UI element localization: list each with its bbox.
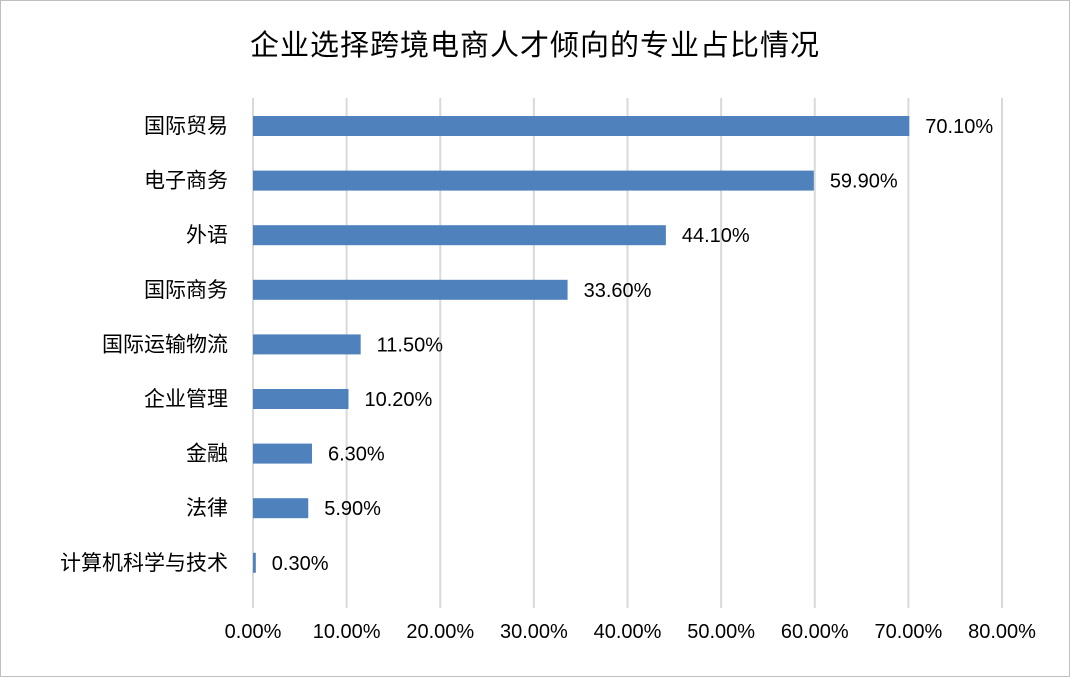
bar bbox=[253, 389, 349, 409]
x-tick-label: 60.00% bbox=[781, 621, 849, 643]
x-tick-label: 80.00% bbox=[968, 621, 1036, 643]
data-label: 6.30% bbox=[328, 444, 385, 466]
data-label: 0.30% bbox=[272, 553, 329, 575]
bar bbox=[253, 334, 361, 355]
category-label: 国际商务 bbox=[144, 278, 228, 302]
x-tick-label: 70.00% bbox=[874, 621, 942, 643]
x-tick-label: 0.00% bbox=[225, 621, 282, 643]
bar bbox=[253, 225, 666, 246]
bars bbox=[253, 116, 910, 573]
category-label: 国际贸易 bbox=[144, 114, 228, 138]
category-label: 金融 bbox=[186, 442, 228, 466]
category-label: 国际运输物流 bbox=[102, 332, 228, 356]
category-label: 企业管理 bbox=[144, 387, 228, 411]
x-tick-label: 20.00% bbox=[406, 621, 474, 643]
bar bbox=[253, 170, 814, 191]
data-label: 33.60% bbox=[584, 280, 652, 302]
x-tick-label: 40.00% bbox=[594, 621, 662, 643]
category-label: 计算机科学与技术 bbox=[60, 551, 228, 575]
x-tick-label: 50.00% bbox=[687, 621, 755, 643]
bar bbox=[253, 498, 309, 519]
chart-title: 企业选择跨境电商人才倾向的专业占比情况 bbox=[249, 28, 820, 62]
category-label: 电子商务 bbox=[144, 169, 228, 193]
category-label: 外语 bbox=[186, 223, 228, 247]
bar bbox=[253, 443, 312, 464]
data-label: 5.90% bbox=[324, 498, 381, 520]
bar bbox=[253, 279, 568, 300]
category-label: 法律 bbox=[186, 496, 228, 520]
data-label: 70.10% bbox=[925, 116, 993, 138]
bar bbox=[253, 116, 910, 136]
data-label: 11.50% bbox=[377, 334, 444, 356]
labels: 0.00% 10.00% 20.00% 30.00% 40.00% 50.00% 60.00… bbox=[60, 114, 1036, 643]
x-tick-label: 30.00% bbox=[500, 621, 568, 643]
data-label: 59.90% bbox=[830, 171, 898, 193]
x-tick-label: 10.00% bbox=[313, 621, 381, 643]
data-label: 44.10% bbox=[682, 225, 750, 247]
data-label: 10.20% bbox=[364, 389, 432, 411]
bar bbox=[253, 552, 256, 573]
